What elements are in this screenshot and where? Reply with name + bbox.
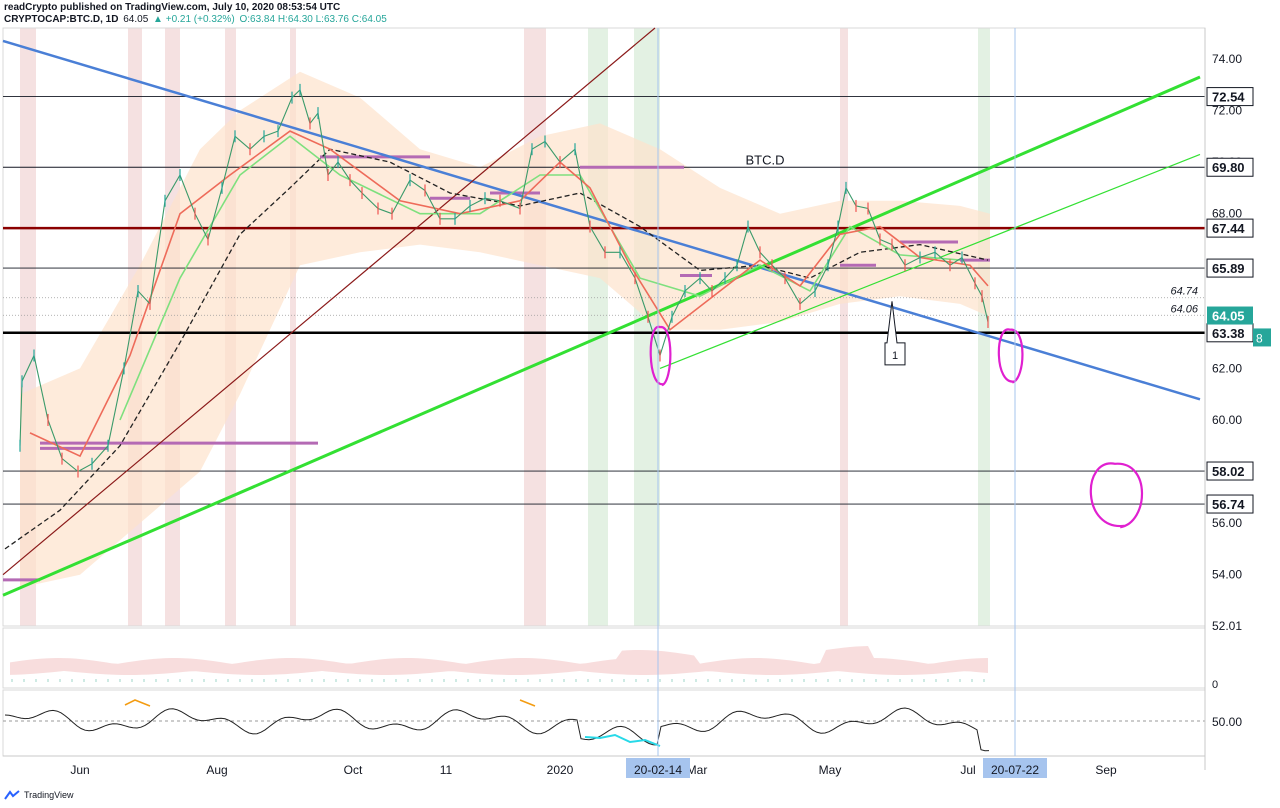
edge-badge-text: 8 bbox=[1256, 331, 1263, 345]
x-tick-label: Jul bbox=[960, 763, 975, 777]
edge-badge bbox=[1253, 328, 1271, 347]
level-badge-text: 63.38 bbox=[1212, 326, 1245, 341]
symbol-name: CRYPTOCAP:BTC.D, 1D bbox=[4, 14, 119, 25]
indicator-pane-2: 50.00 bbox=[2, 689, 1242, 757]
trendline-darkred-line bbox=[2, 27, 656, 576]
x-tick-label: Jun bbox=[70, 763, 89, 777]
y-tick-label: 62.00 bbox=[1212, 361, 1242, 375]
change-value: ▲ +0.21 (+0.32%) bbox=[153, 14, 235, 25]
level-badge-text: 69.80 bbox=[1212, 160, 1245, 175]
shaded-column-4 bbox=[290, 28, 296, 626]
indicator-2-overbought-segment bbox=[124, 699, 536, 707]
level-badge-text: 65.89 bbox=[1212, 261, 1245, 276]
symbol-line: CRYPTOCAP:BTC.D, 1D 64.05 ▲ +0.21 (+0.32… bbox=[4, 14, 389, 26]
trendline-green-support bbox=[2, 75, 1201, 597]
time-axis: Jun Aug Oct 11 2020 Mar May Jul Sep 20-02-14 20-07… bbox=[3, 28, 1205, 778]
level-badge-text: 58.02 bbox=[1212, 464, 1245, 479]
x-tick-label: Sep bbox=[1095, 763, 1117, 777]
publish-line: readCrypto published on TradingView.com,… bbox=[4, 2, 341, 13]
x-marker-badge bbox=[983, 758, 1047, 778]
volatility-band bbox=[20, 71, 990, 588]
x-marker-label: 20-07-22 bbox=[991, 763, 1039, 777]
x-tick-label: 11 bbox=[440, 763, 453, 777]
indicator-2-level-label: 50.00 bbox=[1212, 715, 1242, 729]
trendline-green-channel bbox=[659, 153, 1201, 369]
indicator-pane-1: 0 bbox=[2, 627, 1218, 691]
price-line bbox=[19, 83, 989, 478]
shaded-column-8 bbox=[840, 28, 848, 626]
y-tick-label: 52.01 bbox=[1212, 619, 1242, 633]
chart-title-annotation: BTC.D bbox=[746, 153, 785, 168]
indicator-1-frame bbox=[2, 627, 1206, 689]
level-badge-56.74 bbox=[1206, 494, 1254, 514]
x-tick-label: Mar bbox=[687, 763, 708, 777]
x-tick-label: May bbox=[819, 763, 842, 777]
level-badge-69.80 bbox=[1206, 157, 1254, 177]
level-badge-65.89 bbox=[1206, 258, 1254, 278]
x-tick-label: Aug bbox=[206, 763, 227, 777]
last-value: 64.05 bbox=[123, 14, 149, 25]
indicator-1-cloud bbox=[10, 646, 988, 675]
chart-header: readCrypto published on TradingView.com,… bbox=[4, 2, 389, 26]
level-badge-text: 67.44 bbox=[1212, 221, 1245, 236]
y-tick-label: 54.00 bbox=[1212, 568, 1242, 582]
level-badge-72.54 bbox=[1206, 87, 1254, 107]
last-price-text: 64.05 bbox=[1212, 309, 1245, 324]
x-tick-label: Oct bbox=[344, 763, 363, 777]
callout-label: 1 bbox=[892, 350, 898, 362]
shaded-column-6 bbox=[588, 28, 608, 626]
indicator-2-oversold-segment bbox=[584, 733, 661, 747]
x-marker-label: 20-02-14 bbox=[634, 763, 682, 777]
ohlc-values: O:63.84 H:64.30 L:63.76 C:64.05 bbox=[239, 14, 387, 25]
x-marker-badge bbox=[626, 758, 690, 778]
dotted-level-label: 64.74 bbox=[1170, 286, 1198, 298]
horizontal-levels: 64.74 64.06 bbox=[2, 27, 1206, 627]
callout-box bbox=[884, 301, 906, 366]
shaded-column-9 bbox=[978, 28, 990, 626]
dotted-level-label: 64.06 bbox=[1170, 303, 1198, 315]
level-badge-text: 56.74 bbox=[1212, 497, 1245, 512]
indicator-1-zero-label: 0 bbox=[1212, 679, 1218, 691]
circle-mark-2 bbox=[1089, 462, 1144, 529]
y-tick-label: 68.00 bbox=[1212, 207, 1242, 221]
indicator-2-line bbox=[4, 707, 990, 752]
footer: TradingView bbox=[4, 790, 74, 800]
annotations: BTC.D 1 bbox=[746, 153, 906, 366]
level-badge-58.02 bbox=[1206, 461, 1254, 481]
circle-mark-0 bbox=[649, 326, 672, 387]
ema-slow-line bbox=[4, 148, 989, 550]
band-area bbox=[20, 71, 990, 588]
level-badge-text: 72.54 bbox=[1212, 90, 1245, 105]
last-price-badge bbox=[1207, 306, 1253, 325]
y-tick-label: 56.00 bbox=[1212, 516, 1242, 530]
x-tick-label: 2020 bbox=[547, 763, 574, 777]
indicator-2-frame bbox=[2, 689, 1206, 757]
hand-drawn-circles bbox=[649, 326, 1144, 529]
y-tick-label: 72.00 bbox=[1212, 104, 1242, 118]
y-tick-label: 60.00 bbox=[1212, 413, 1242, 427]
circle-mark-1 bbox=[997, 328, 1024, 384]
y-tick-label: 74.00 bbox=[1212, 52, 1242, 66]
ema-fast-line bbox=[29, 130, 989, 458]
level-badge-67.44 bbox=[1206, 218, 1254, 238]
price-axis: 74.0072.0070.0068.0066.0064.0062.0060.00… bbox=[1204, 28, 1271, 770]
tradingview-logo-icon bbox=[4, 790, 20, 800]
footer-brand: TradingView bbox=[24, 790, 74, 800]
shaded-column-5 bbox=[524, 28, 546, 626]
